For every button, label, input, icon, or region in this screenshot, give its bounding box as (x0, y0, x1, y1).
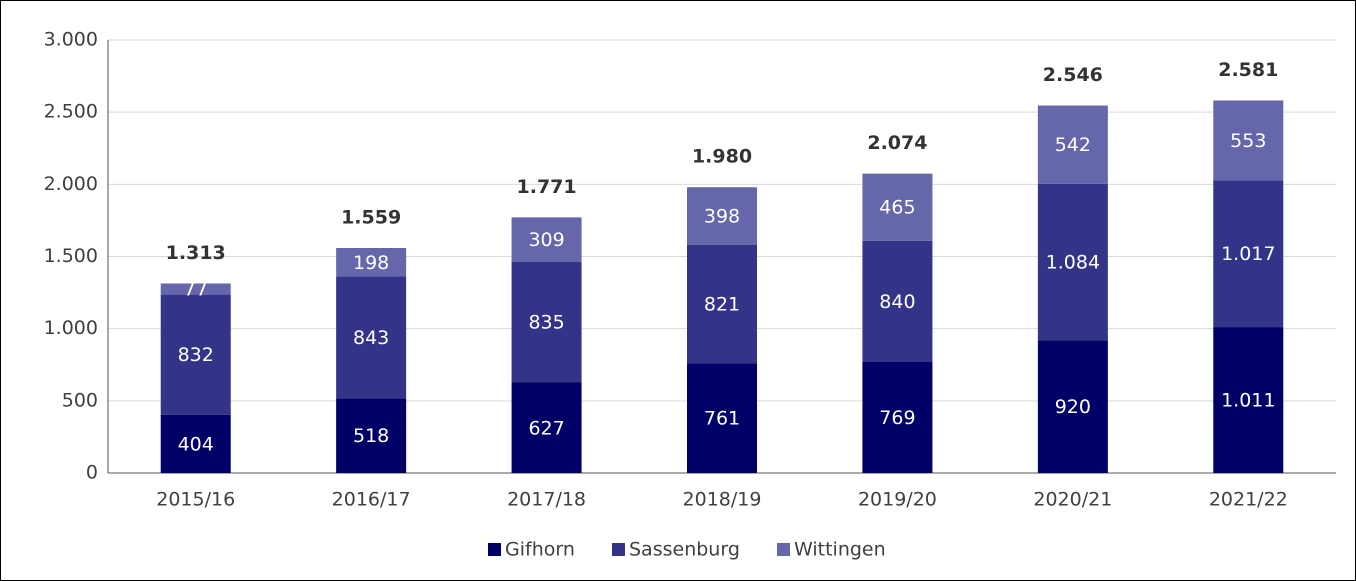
y-tick-label: 1.500 (44, 245, 98, 267)
data-label: 1.017 (1221, 243, 1275, 265)
bar-segment (1037, 105, 1108, 184)
y-tick-label: 2.500 (44, 101, 98, 123)
bar-segment (862, 240, 933, 363)
data-label: 1.084 (1046, 251, 1100, 273)
total-label: 2.074 (867, 132, 927, 154)
total-label: 1.559 (341, 206, 401, 228)
data-label: 309 (528, 229, 564, 251)
data-label: 821 (704, 293, 740, 315)
legend-swatch (488, 543, 501, 556)
data-label: 465 (879, 197, 915, 219)
data-label: 843 (353, 327, 389, 349)
bar-segment (687, 363, 757, 473)
total-label: 2.546 (1043, 64, 1103, 86)
bar-segment (862, 173, 933, 241)
data-label: 404 (178, 433, 214, 455)
y-tick-label: 0 (86, 462, 98, 484)
data-label: 761 (704, 408, 740, 430)
total-label: 1.980 (692, 146, 752, 168)
x-tick-label: 2016/17 (332, 489, 411, 511)
data-label: 840 (879, 291, 915, 313)
total-label: 1.771 (517, 176, 577, 198)
bar-segment (336, 247, 407, 277)
data-label: 518 (353, 425, 389, 447)
bar-segment (1213, 180, 1284, 328)
bar-segment (511, 217, 582, 262)
data-label: 553 (1230, 130, 1266, 152)
legend-label: Wittingen (794, 539, 886, 561)
y-tick-label: 500 (62, 389, 98, 411)
legend-label: Sassenburg (629, 539, 740, 561)
bar-segment (1037, 340, 1108, 473)
total-label: 2.581 (1218, 59, 1278, 81)
data-label: 542 (1055, 134, 1091, 156)
x-tick-label: 2017/18 (507, 489, 586, 511)
data-label: 198 (353, 252, 389, 274)
bar-segment (1037, 183, 1108, 341)
legend-swatch (777, 543, 790, 556)
bar-segment (862, 362, 933, 473)
data-label: 1.011 (1221, 390, 1275, 412)
data-label: 832 (178, 344, 214, 366)
bar-segment (687, 187, 757, 245)
legend-swatch (612, 543, 625, 556)
data-label: 769 (879, 407, 915, 429)
y-tick-label: 1.000 (44, 317, 98, 339)
bar-segment (1213, 100, 1284, 181)
x-tick-label: 2020/21 (1033, 489, 1112, 511)
data-label: 627 (528, 417, 564, 439)
bar-segment (336, 276, 407, 399)
legend-label: Gifhorn (505, 539, 575, 561)
data-label: 920 (1055, 396, 1091, 418)
x-tick-label: 2018/19 (683, 489, 762, 511)
y-tick-label: 2.000 (44, 173, 98, 195)
y-tick-label: 3.000 (44, 29, 98, 51)
bar-segment (336, 398, 407, 473)
data-label: 77 (184, 279, 208, 301)
x-tick-label: 2019/20 (858, 489, 937, 511)
x-tick-label: 2015/16 (156, 489, 235, 511)
bar-segment (511, 261, 582, 383)
bar-segment (160, 294, 231, 415)
data-label: 835 (528, 312, 564, 334)
data-label: 398 (704, 205, 740, 227)
bar-segment (511, 382, 582, 473)
x-tick-label: 2021/22 (1209, 489, 1288, 511)
bar-segment (160, 414, 231, 473)
bar-segment (160, 283, 231, 295)
total-label: 1.313 (166, 242, 226, 264)
bar-segment (687, 244, 757, 364)
bar-segment (1213, 327, 1284, 473)
